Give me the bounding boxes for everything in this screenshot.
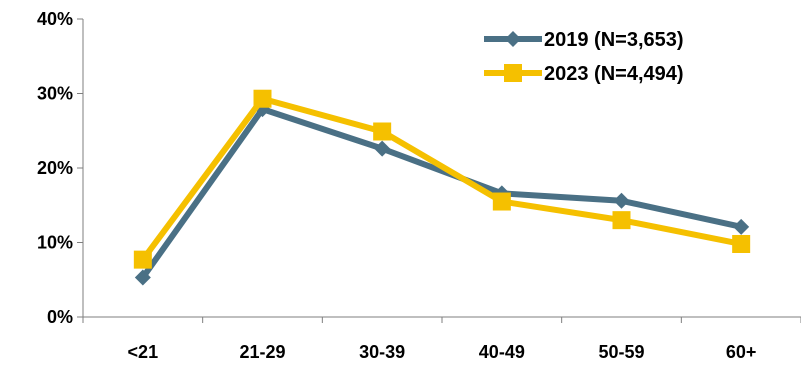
data-point [733, 218, 750, 235]
y-tick-label: 10% [37, 233, 73, 253]
data-point [253, 89, 272, 108]
y-tick-label: 0% [47, 307, 73, 327]
x-tick-label: 40-49 [479, 342, 525, 362]
series-layer [133, 89, 751, 286]
data-point [613, 192, 630, 209]
data-point [134, 269, 151, 286]
legend-marker [505, 31, 521, 47]
legend-label: 2019 (N=3,653) [544, 29, 684, 51]
data-point [612, 211, 631, 230]
x-tick-label: <21 [128, 342, 159, 362]
series-1 [134, 101, 750, 286]
x-tick-label: 21-29 [239, 342, 285, 362]
x-tick-label: 50-59 [598, 342, 644, 362]
y-tick-label: 30% [37, 84, 73, 104]
data-point [133, 250, 152, 269]
data-point [374, 140, 391, 157]
x-tick-label: 60+ [726, 342, 757, 362]
legend: 2019 (N=3,653) 2023 (N=4,494) [484, 29, 684, 85]
data-point [373, 122, 392, 141]
series-line [140, 95, 742, 262]
legend-marker [504, 64, 522, 82]
y-tick-label: 40% [37, 9, 73, 29]
axes: 0% 10% 20% 30% 40% <21 21-29 30-39 40-49 50-59 60+ [37, 9, 801, 362]
data-point [732, 234, 751, 253]
data-point [492, 192, 511, 211]
x-tick-label: 30-39 [359, 342, 405, 362]
legend-item: 2019 (N=3,653) [484, 29, 684, 51]
series-2 [133, 89, 751, 269]
y-tick-label: 20% [37, 158, 73, 178]
series-line [140, 106, 742, 280]
legend-label: 2023 (N=4,494) [544, 63, 684, 85]
legend-item: 2023 (N=4,494) [484, 63, 684, 85]
